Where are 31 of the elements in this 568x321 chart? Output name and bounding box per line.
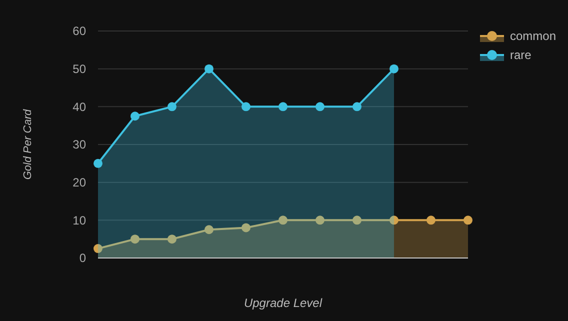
point: [168, 234, 176, 244]
point: [390, 64, 398, 74]
legend-label: rare: [510, 48, 532, 62]
point: [390, 216, 398, 225]
point: [316, 216, 324, 225]
point: [242, 223, 250, 232]
point: [204, 64, 214, 74]
point: [130, 112, 140, 121]
y-tick-label: 40: [72, 100, 86, 114]
point: [278, 216, 288, 225]
point: [352, 216, 362, 225]
point: [242, 102, 250, 112]
x-axis-title: Upgrade Level: [244, 296, 322, 310]
y-tick-label: 30: [72, 138, 86, 152]
point: [204, 225, 214, 234]
y-tick-label: 60: [72, 24, 86, 38]
point: [130, 234, 140, 244]
point: [464, 216, 472, 225]
point: [316, 102, 324, 112]
y-tick-label: 0: [79, 251, 86, 266]
y-axis-title: Gold Per Card: [22, 108, 34, 180]
y-tick-label: 20: [72, 176, 86, 190]
y-tick-label: 50: [72, 62, 86, 76]
point: [426, 216, 436, 225]
point: [94, 158, 102, 168]
point: [168, 102, 176, 112]
point: [352, 102, 362, 112]
legend-label: common: [510, 29, 556, 44]
point: [278, 102, 288, 112]
y-tick-label: 10: [72, 213, 86, 228]
point: [94, 244, 102, 254]
